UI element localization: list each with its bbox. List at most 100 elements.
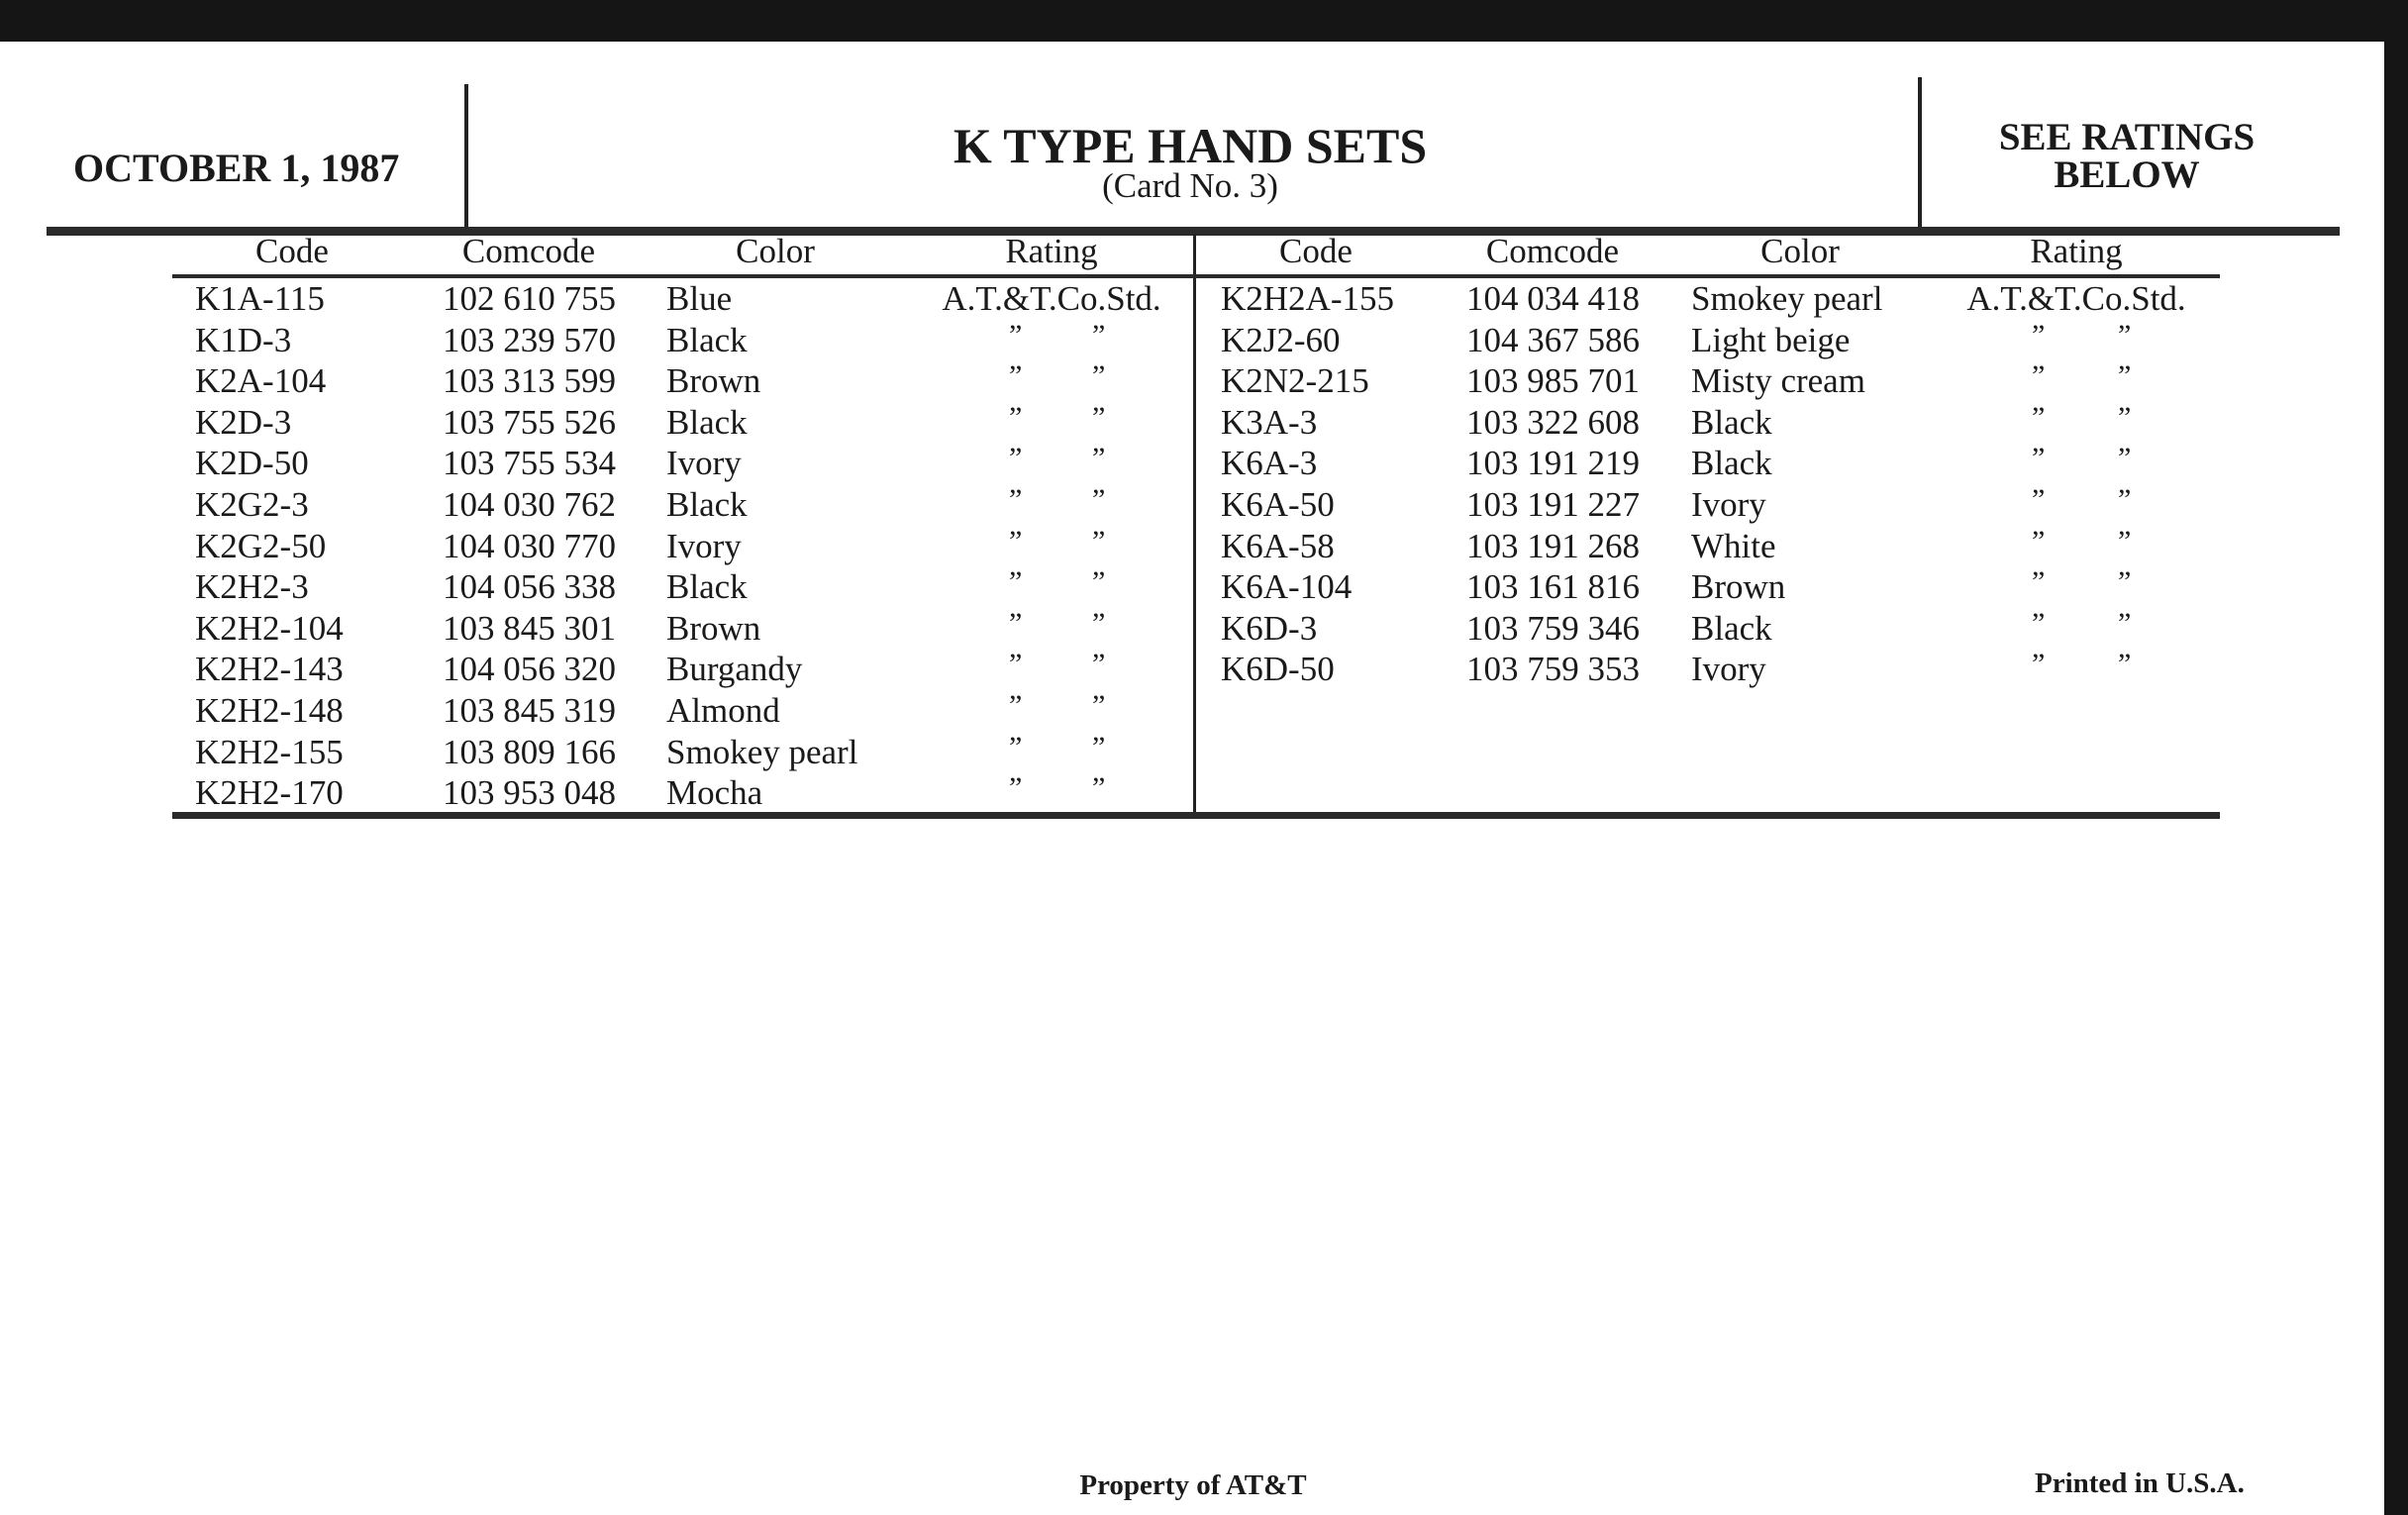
ditto-mark: ” [2118, 318, 2132, 352]
footer-property: Property of AT&T [1079, 1469, 1307, 1501]
cell-color: Ivory [666, 444, 742, 483]
ditto-mark: ” [1092, 359, 1106, 393]
scan-top-border [0, 0, 2408, 42]
ditto-mark: ” [2118, 400, 2132, 434]
ditto-mark: ” [1009, 648, 1023, 681]
ditto-mark: ” [1092, 648, 1106, 681]
cell-rating: A.T.&T.Co.Std. [942, 279, 1161, 318]
scan-right-border [2384, 0, 2408, 1515]
cell-comcode: 104 034 418 [1466, 279, 1640, 318]
card-title: K TYPE HAND SETS [953, 118, 1428, 173]
cell-comcode: 103 985 701 [1466, 361, 1640, 401]
cell-code: K6A-58 [1221, 526, 1335, 565]
cell-code: K6A-104 [1221, 567, 1353, 607]
cell-code: K1D-3 [195, 320, 292, 359]
cell-color: Black [1691, 402, 1772, 442]
ditto-mark: ” [1009, 606, 1023, 640]
ditto-mark: ” [1009, 524, 1023, 557]
ditto-mark: ” [2032, 359, 2046, 393]
cell-color: Light beige [1691, 320, 1851, 359]
ditto-mark: ” [1009, 318, 1023, 352]
cell-color: Blue [666, 279, 733, 318]
ditto-mark: ” [1092, 442, 1106, 475]
cell-color: Black [666, 320, 748, 359]
ditto-mark: ” [2118, 606, 2132, 640]
ditto-mark: ” [1009, 689, 1023, 722]
ditto-mark: ” [2118, 442, 2132, 475]
cell-color: Black [666, 402, 748, 442]
ditto-mark: ” [2032, 400, 2046, 434]
ditto-mark: ” [1009, 483, 1023, 516]
ditto-mark: ” [1009, 730, 1023, 763]
column-header-code: Code [255, 232, 329, 270]
ditto-mark: ” [1092, 524, 1106, 557]
cell-code: K2H2-3 [195, 567, 309, 607]
ditto-mark: ” [1092, 483, 1106, 516]
cell-comcode: 104 367 586 [1466, 320, 1640, 359]
cell-comcode: 103 845 301 [443, 608, 616, 648]
cell-color: Almond [666, 691, 780, 730]
header-rule [47, 227, 2340, 236]
cell-comcode: 103 322 608 [1466, 402, 1640, 442]
cell-comcode: 103 809 166 [443, 732, 616, 771]
cell-color: Burgandy [666, 650, 803, 689]
header-divider-left [464, 84, 468, 233]
cell-code: K3A-3 [1221, 402, 1318, 442]
ratings-note-line1: SEE RATINGS [1998, 116, 2256, 158]
ditto-mark: ” [1092, 771, 1106, 805]
cell-color: Ivory [1691, 485, 1766, 524]
cell-code: K2H2-170 [195, 773, 344, 813]
footer-printed: Printed in U.S.A. [2035, 1467, 2245, 1499]
ditto-mark: ” [2118, 359, 2132, 393]
cell-comcode: 103 759 353 [1466, 650, 1640, 689]
cell-comcode: 103 191 219 [1466, 444, 1640, 483]
cell-color: Ivory [666, 526, 742, 565]
cell-color: Misty cream [1691, 361, 1865, 401]
cell-code: K2D-3 [195, 402, 292, 442]
cell-color: Brown [666, 608, 761, 648]
cell-color: Brown [666, 361, 761, 401]
ditto-mark: ” [2032, 606, 2046, 640]
table-center-divider [1193, 234, 1196, 816]
cell-comcode: 103 755 534 [443, 444, 616, 483]
cell-comcode: 103 313 599 [443, 361, 616, 401]
ditto-mark: ” [1009, 359, 1023, 393]
card-date: OCTOBER 1, 1987 [73, 146, 400, 190]
column-header-comcode: Comcode [1485, 232, 1620, 270]
cell-color: Black [666, 485, 748, 524]
cell-color: Mocha [666, 773, 763, 813]
column-header-rating: Rating [2030, 232, 2123, 270]
ditto-mark: ” [2032, 442, 2046, 475]
column-header-rule [172, 274, 2220, 278]
cell-color: Black [1691, 608, 1772, 648]
cell-code: K2H2-155 [195, 732, 344, 771]
cell-code: K2H2-143 [195, 650, 344, 689]
cell-comcode: 103 191 227 [1466, 485, 1640, 524]
cell-color: Black [1691, 444, 1772, 483]
cell-comcode: 104 030 762 [443, 485, 616, 524]
ratings-note: SEE RATINGS BELOW [1941, 116, 2313, 194]
cell-comcode: 103 191 268 [1466, 526, 1640, 565]
cell-color: Smokey pearl [1691, 279, 1883, 318]
cell-code: K2D-50 [195, 444, 309, 483]
ditto-mark: ” [2032, 565, 2046, 599]
column-header-comcode: Comcode [461, 232, 596, 270]
ditto-mark: ” [2032, 524, 2046, 557]
cell-code: K6A-3 [1221, 444, 1318, 483]
column-header-rating: Rating [1005, 232, 1098, 270]
ditto-mark: ” [1092, 565, 1106, 599]
cell-color: Smokey pearl [666, 732, 858, 771]
cell-rating: A.T.&T.Co.Std. [1966, 279, 2186, 318]
ditto-mark: ” [2032, 483, 2046, 516]
column-header-color: Color [736, 232, 815, 270]
cell-code: K6A-50 [1221, 485, 1335, 524]
cell-comcode: 103 239 570 [443, 320, 616, 359]
ditto-mark: ” [1092, 400, 1106, 434]
ditto-mark: ” [2118, 483, 2132, 516]
cell-comcode: 103 161 816 [1466, 567, 1640, 607]
cell-comcode: 104 056 320 [443, 650, 616, 689]
cell-comcode: 103 755 526 [443, 402, 616, 442]
cell-comcode: 103 953 048 [443, 773, 616, 813]
cell-comcode: 104 030 770 [443, 526, 616, 565]
ditto-mark: ” [1092, 318, 1106, 352]
